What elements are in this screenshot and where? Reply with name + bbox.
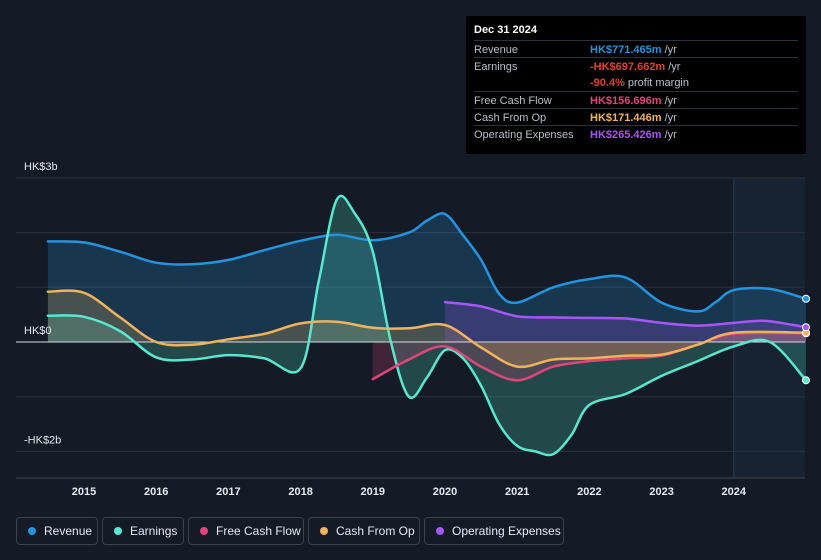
legend-dot-icon	[28, 527, 36, 535]
y-tick-label: -HK$2b	[24, 434, 61, 446]
x-axis-labels: 2015 2016 2017 2018 2019 2020 2021 2022 2023 2024	[72, 486, 747, 498]
operating-expenses-end-point	[802, 323, 810, 332]
x-tick-label: 2023	[649, 486, 673, 498]
y-axis-labels: HK$3b HK$0 -HK$2b	[24, 161, 61, 447]
legend-item-earnings[interactable]: Earnings	[102, 517, 184, 545]
x-tick-label: 2024	[722, 486, 747, 498]
revenue-end-point	[802, 294, 810, 303]
y-tick-label: HK$0	[24, 325, 52, 337]
legend-label: Revenue	[44, 524, 93, 538]
revenue-area	[47, 213, 806, 342]
y-tick-label: HK$3b	[24, 161, 58, 173]
x-tick-label: 2022	[577, 486, 601, 498]
x-tick-label: 2020	[433, 486, 457, 498]
tooltip-label: Cash From Op	[474, 112, 547, 124]
operating-expenses-line	[443, 300, 808, 329]
series-end-dots	[802, 294, 810, 385]
x-tick-label: 2021	[505, 486, 529, 498]
forecast-highlight-band	[733, 178, 805, 478]
legend-item-revenue[interactable]: Revenue	[16, 517, 98, 545]
tooltip-value: HK$265.426m/yr	[590, 129, 677, 141]
tooltip-label: Earnings	[474, 61, 518, 73]
tooltip-value: HK$156.696m/yr	[590, 95, 677, 107]
x-tick-label: 2018	[288, 486, 312, 498]
cash-from-op-line	[46, 289, 808, 369]
earnings-area	[47, 195, 806, 456]
x-tick-label: 2019	[361, 486, 385, 498]
tooltip-date: Dec 31 2024	[474, 24, 537, 36]
operating-expenses-area	[445, 302, 806, 342]
legend-label: Operating Expenses	[452, 524, 561, 538]
revenue-line	[46, 212, 808, 313]
tooltip-label: Operating Expenses	[474, 129, 574, 141]
legend-dot-icon	[436, 527, 444, 535]
legend-label: Free Cash Flow	[216, 524, 301, 538]
legend-item-free-cash-flow[interactable]: Free Cash Flow	[188, 517, 304, 545]
x-tick-label: 2015	[72, 486, 96, 498]
tooltip-value: HK$771.465m/yr	[590, 44, 677, 56]
tooltip-row-profit-margin: -90.4% profit margin	[474, 74, 798, 91]
legend-dot-icon	[114, 527, 122, 535]
legend-dot-icon	[320, 527, 328, 535]
tooltip-row-earnings: Earnings -HK$697.662m/yr	[474, 57, 798, 74]
legend-item-operating-expenses[interactable]: Operating Expenses	[424, 517, 564, 545]
tooltip-label: Revenue	[474, 44, 519, 56]
earnings-end-point	[802, 376, 810, 385]
tooltip-row-cash-from-op: Cash From Op HK$171.446m/yr	[474, 108, 798, 125]
tooltip-value: HK$171.446m/yr	[590, 112, 677, 124]
tooltip-label: Free Cash Flow	[474, 95, 552, 107]
earnings-line	[46, 194, 808, 457]
legend-dot-icon	[200, 527, 208, 535]
tooltip-value: -HK$697.662m/yr	[590, 61, 681, 73]
tooltip-row-revenue: Revenue HK$771.465m/yr	[474, 40, 798, 57]
legend-item-cash-from-op[interactable]: Cash From Op	[308, 517, 420, 545]
legend-label: Cash From Op	[336, 524, 415, 538]
cash-from-op-area	[47, 290, 806, 367]
x-tick-label: 2016	[144, 486, 168, 498]
data-tooltip: Dec 31 2024 Revenue HK$771.465m/yr Earni…	[466, 16, 806, 154]
tooltip-row-operating-expenses: Operating Expenses HK$265.426m/yr	[474, 125, 798, 142]
x-tick-label: 2017	[216, 486, 240, 498]
tooltip-row-free-cash-flow: Free Cash Flow HK$156.696m/yr	[474, 91, 798, 108]
tooltip-value: -90.4% profit margin	[590, 77, 689, 89]
series-lines	[46, 194, 808, 457]
legend-label: Earnings	[130, 524, 178, 538]
